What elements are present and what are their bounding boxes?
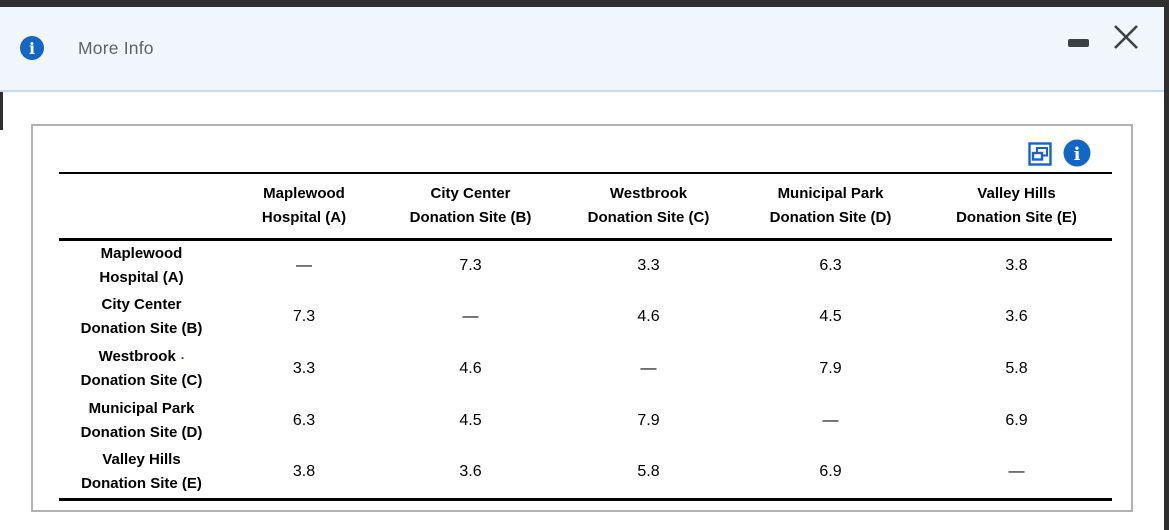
titlebar: i More Info: [0, 7, 1164, 92]
popout-window-icon[interactable]: [1028, 142, 1052, 166]
table-row: Municipal Park Donation Site (D) 6.3 4.5…: [59, 395, 1112, 447]
cell: 3.8: [224, 447, 384, 501]
window-border-right: [1164, 0, 1169, 530]
cell: 4.5: [819, 308, 842, 325]
window-title: More Info: [78, 38, 154, 58]
svg-text:i: i: [1074, 144, 1081, 165]
info-icon[interactable]: i: [1063, 139, 1091, 167]
cell: 4.5: [459, 412, 482, 429]
table-row: Maplewood Hospital (A) — 7.3 3.3 6.3 3.8: [59, 239, 1112, 291]
table-row: Westbrook. Donation Site (C) 3.3 4.6 — 7…: [59, 343, 1112, 395]
cell: 5.8: [557, 447, 740, 501]
header-row: Maplewood Hospital (A) City Center Donat…: [59, 172, 1112, 241]
row-header: Valley Hills Donation Site (E): [59, 447, 224, 501]
row-header: Municipal Park Donation Site (D): [80, 400, 203, 441]
col-header: Maplewood Hospital (A): [224, 172, 384, 241]
svg-text:i: i: [29, 39, 35, 58]
minimize-button[interactable]: [1068, 39, 1089, 47]
col-header: City Center Donation Site (B): [384, 172, 557, 241]
cell: 4.6: [637, 308, 660, 325]
cell: 7.9: [637, 412, 660, 429]
cell: 6.9: [740, 447, 921, 501]
cell: 7.9: [819, 360, 842, 377]
close-icon: [1114, 25, 1138, 49]
cell: 6.3: [292, 412, 316, 429]
cell: —: [296, 256, 312, 274]
close-button[interactable]: [1110, 20, 1142, 52]
cell: —: [822, 412, 839, 429]
corner-cell: [59, 172, 224, 241]
table-panel: i Maplewood Hospital (A): [31, 124, 1133, 512]
cell: —: [921, 447, 1112, 501]
cell: 3.3: [292, 360, 316, 377]
col-header: Westbrook Donation Site (C): [557, 172, 740, 241]
col-header: Valley Hills Donation Site (E): [921, 172, 1112, 241]
cursor-artifact-dot: .: [180, 347, 185, 362]
row-header: Westbrook. Donation Site (C): [80, 347, 203, 389]
cell: 6.3: [819, 256, 842, 274]
distance-table: Maplewood Hospital (A) City Center Donat…: [59, 172, 1112, 501]
row-header: City Center Donation Site (B): [80, 296, 203, 337]
cell: 4.6: [459, 360, 482, 377]
window-border-top: [0, 0, 1169, 7]
table-row: City Center Donation Site (B) 7.3 — 4.6 …: [59, 291, 1112, 343]
cell: 5.8: [1005, 360, 1028, 377]
cell: 3.8: [1005, 256, 1028, 274]
cell: 3.3: [637, 256, 660, 274]
cell: 3.6: [1005, 308, 1028, 325]
col-header: Municipal Park Donation Site (D): [740, 172, 921, 241]
cell: 7.3: [459, 256, 482, 274]
cell: —: [640, 360, 657, 377]
info-icon: i: [20, 36, 44, 60]
cell: 6.9: [1005, 412, 1028, 429]
row-header: Maplewood Hospital (A): [99, 244, 184, 286]
cell: 3.6: [384, 447, 557, 501]
cell: 7.3: [292, 308, 316, 325]
table-row: Valley Hills Donation Site (E) 3.8 3.6 5…: [59, 447, 1112, 501]
cell: —: [462, 308, 479, 325]
